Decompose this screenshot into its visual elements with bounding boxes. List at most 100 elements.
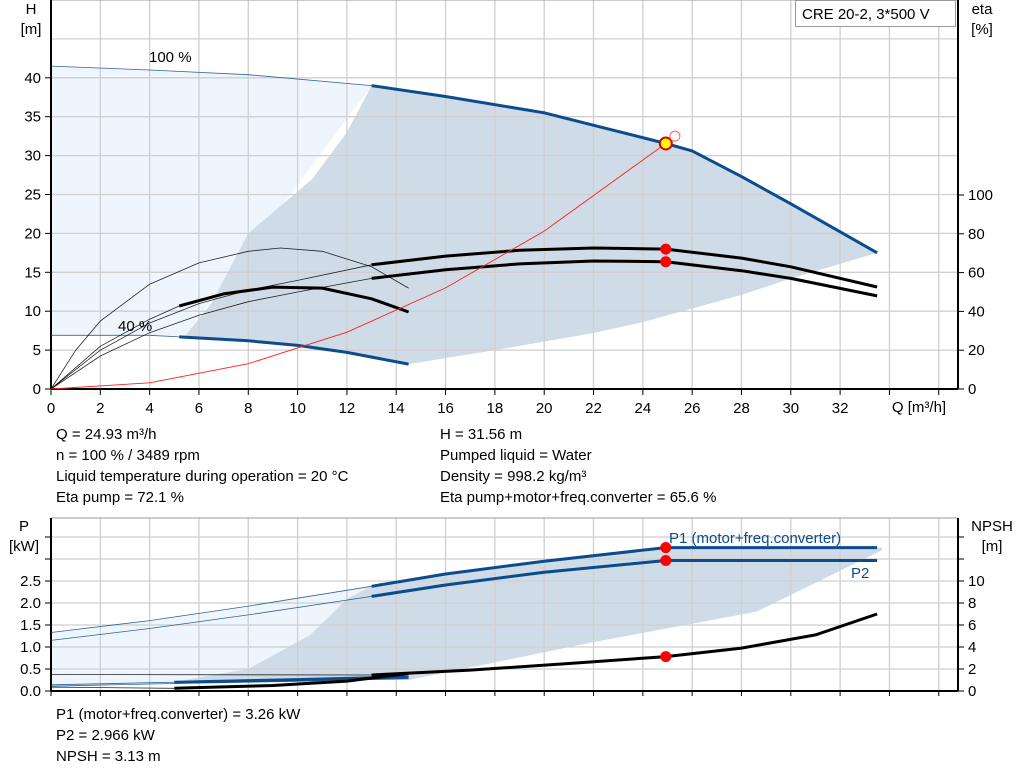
q-tick-label: 18	[487, 400, 504, 417]
power-left-tick-label: 0.5	[20, 661, 41, 678]
head-curve-5-extended	[50, 305, 180, 390]
q-tick-label: 32	[832, 400, 849, 417]
head-left-tick-label: 0	[33, 381, 41, 398]
npsh-axis-label: NPSH [m]	[971, 518, 1013, 555]
pump-title: CRE 20-2, 3*500 V	[795, 0, 956, 27]
power-curve-1-operating	[371, 559, 878, 598]
head-left-tick-label: 35	[24, 109, 41, 126]
q-tick-label: 0	[47, 400, 55, 417]
head-left-tick-label: 10	[24, 303, 41, 320]
liquid-readout: Pumped liquid = Water	[440, 447, 592, 464]
power-left-tick-label: 1.0	[20, 639, 41, 656]
power-duty-marker-1	[660, 554, 672, 566]
q-axis-label: Q [m³/h]	[891, 399, 947, 416]
head-curve-0-operating	[371, 84, 878, 255]
head-readout: H = 31.56 m	[440, 426, 523, 443]
head-right-tick-label: 100	[968, 187, 993, 204]
head-right-tick-label: 40	[968, 303, 985, 320]
power-right-tick-label: 10	[968, 573, 985, 590]
duty-info-right: H = 31.56 m Pumped liquid = Water Densit…	[440, 424, 716, 508]
head-left-tick-label: 40	[24, 70, 41, 87]
density-readout: Density = 998.2 kg/m³	[440, 468, 587, 485]
q-tick-label: 2	[96, 400, 104, 417]
q-tick-label: 8	[244, 400, 252, 417]
p2-readout: P2 = 2.966 kW	[56, 727, 155, 744]
power-right-tick-label: 4	[968, 639, 976, 656]
power-left-tick-label: 2.5	[20, 573, 41, 590]
p2-curve-label: P2	[851, 565, 869, 582]
power-info: P1 (motor+freq.converter) = 3.26 kW P2 =…	[56, 704, 300, 767]
min-speed-label: 40 %	[118, 318, 152, 335]
power-right-tick-label: 8	[968, 595, 976, 612]
head-right-tick-label: 80	[968, 226, 985, 243]
head-curve-1-operating	[179, 335, 409, 366]
q-tick-label: 30	[782, 400, 799, 417]
q-tick-label: 24	[634, 400, 651, 417]
q-tick-label: 12	[339, 400, 356, 417]
power-curve-0-operating	[371, 546, 878, 588]
head-system-curve-end-marker	[669, 130, 681, 142]
head-duty-marker-3	[660, 256, 672, 268]
power-left-tick-label: 0.0	[20, 683, 41, 700]
power-right-tick-label: 6	[968, 617, 976, 634]
eta-pump-readout: Eta pump = 72.1 %	[56, 489, 184, 506]
q-tick-label: 6	[195, 400, 203, 417]
q-tick-label: 14	[388, 400, 405, 417]
power-curve-1-extended	[50, 596, 372, 641]
power-duty-marker-0	[660, 542, 672, 554]
q-tick-label: 16	[437, 400, 454, 417]
head-curve-2-operating	[371, 246, 878, 289]
head-curve-3-extended	[50, 278, 372, 390]
power-curve-4-extended	[50, 674, 372, 676]
p-axis-label: P [kW]	[9, 518, 39, 555]
power-duty-marker-2	[660, 651, 672, 663]
head-duty-point-marker	[658, 136, 673, 151]
flow-readout: Q = 24.93 m³/h	[56, 426, 157, 443]
power-right-tick-label: 2	[968, 661, 976, 678]
head-left-tick-label: 25	[24, 187, 41, 204]
head-left-tick-label: 15	[24, 264, 41, 281]
duty-info-left: Q = 24.93 m³/h n = 100 % / 3489 rpm Liqu…	[56, 424, 348, 508]
q-tick-label: 28	[733, 400, 750, 417]
power-left-tick-label: 2.0	[20, 595, 41, 612]
head-left-tick-label: 30	[24, 148, 41, 165]
power-curve-0-extended	[50, 585, 372, 633]
eta-axis-label: eta [%]	[971, 1, 993, 38]
q-tick-label: 26	[684, 400, 701, 417]
p1-curve-label: P1 (motor+freq.converter)	[669, 530, 841, 547]
head-curve-3-operating	[371, 259, 878, 298]
head-curve-5-operating	[178, 285, 410, 314]
q-tick-label: 4	[145, 400, 153, 417]
head-duty-marker-2	[660, 243, 672, 255]
head-right-tick-label: 0	[968, 381, 976, 398]
max-speed-label: 100 %	[149, 49, 192, 66]
q-tick-label: 22	[585, 400, 602, 417]
power-curve-2-extended	[50, 681, 175, 686]
eta-total-readout: Eta pump+motor+freq.converter = 65.6 %	[440, 489, 717, 506]
p1-readout: P1 (motor+freq.converter) = 3.26 kW	[56, 706, 301, 723]
head-curve-0-extended	[50, 65, 372, 86]
power-right-tick-label: 0	[968, 683, 976, 700]
power-left-tick-label: 1.5	[20, 617, 41, 634]
head-light-region	[51, 66, 372, 337]
q-tick-label: 10	[289, 400, 306, 417]
head-right-tick-label: 60	[968, 265, 985, 282]
head-right-tick-label: 20	[968, 342, 985, 359]
h-axis-label: H [m]	[20, 1, 42, 38]
speed-readout: n = 100 % / 3489 rpm	[56, 447, 200, 464]
head-curve-2-extended	[50, 264, 372, 390]
head-curve-6-extended	[50, 143, 667, 390]
power-light-region	[51, 586, 372, 689]
temperature-readout: Liquid temperature during operation = 20…	[56, 468, 349, 485]
head-left-tick-label: 20	[24, 225, 41, 242]
q-tick-label: 20	[536, 400, 553, 417]
head-left-tick-label: 5	[33, 342, 41, 359]
head-curve-1-extended	[51, 334, 180, 338]
power-curve-5-operating	[174, 671, 409, 690]
head-curve-4-extended	[50, 247, 409, 390]
power-panel: 0.0 0.5 1.0 1.5 2.0 2.5 0 2 4 6 8 10 P1 (motor+freq.…	[20, 517, 985, 700]
power-curve-5-extended	[50, 686, 175, 689]
npsh-readout: NPSH = 3.13 m	[56, 748, 161, 765]
